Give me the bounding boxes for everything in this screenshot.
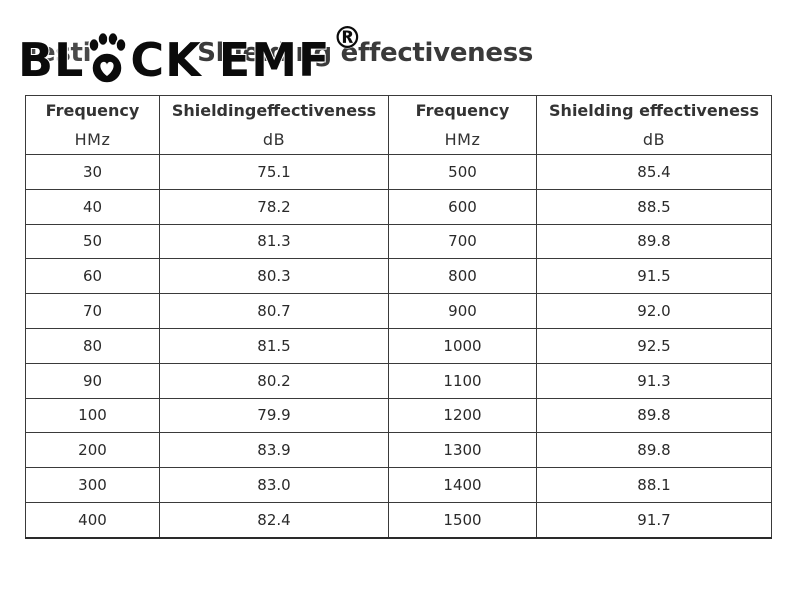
column-header-unit: HMz — [444, 130, 481, 149]
logo-text-left: BL — [17, 32, 85, 88]
table-row: 70 80.7 900 92.0 — [25, 293, 772, 329]
table-row: 300 83.0 1400 88.1 — [25, 467, 772, 503]
column-header-unit: dB — [262, 130, 286, 149]
shielding-cell: 89.8 — [536, 223, 772, 260]
shielding-cell: 85.4 — [536, 154, 772, 190]
table-row: 40 78.2 600 88.5 — [25, 188, 772, 225]
shielding-cell: 91.7 — [536, 501, 772, 539]
shielding-cell: 91.3 — [536, 362, 772, 399]
shielding-cell: 88.1 — [536, 467, 772, 503]
shielding-cell: 89.8 — [536, 432, 772, 469]
frequency-cell: 1000 — [388, 327, 537, 364]
frequency-cell: 60 — [25, 258, 160, 295]
table-row: 200 83.9 1300 89.8 — [25, 432, 772, 469]
frequency-cell: 40 — [25, 188, 160, 225]
frequency-cell: 80 — [25, 327, 160, 364]
table-row: 60 80.3 800 91.5 — [25, 258, 772, 295]
shielding-cell: 88.5 — [536, 188, 772, 225]
page-header: Testi Shielding effectiveness BL CK EMF® — [0, 0, 800, 95]
frequency-cell: 50 — [25, 223, 160, 260]
frequency-cell: 300 — [25, 467, 160, 503]
paw-icon — [88, 31, 128, 84]
frequency-cell: 1500 — [388, 501, 537, 539]
table-row: 400 82.4 1500 91.7 — [25, 501, 772, 539]
logo-text-right: CK EMF — [129, 32, 331, 88]
partial-title-right: Shielding effectiveness — [197, 38, 534, 68]
frequency-cell: 100 — [25, 397, 160, 434]
table-row: 90 80.2 1100 91.3 — [25, 362, 772, 399]
frequency-cell: 1400 — [388, 467, 537, 503]
shielding-cell: 80.7 — [159, 293, 389, 329]
column-header-name: Shielding effectiveness — [549, 101, 759, 120]
frequency-cell: 400 — [25, 501, 160, 539]
column-header-name: Frequency — [415, 101, 510, 120]
shielding-cell: 81.3 — [159, 223, 389, 260]
frequency-cell: 30 — [25, 154, 160, 190]
frequency-cell: 200 — [25, 432, 160, 469]
shielding-cell: 92.0 — [536, 293, 772, 329]
partial-title: Testi Shielding effectiveness — [24, 38, 533, 68]
frequency-cell: 500 — [388, 154, 537, 190]
column-header-name: Shieldingeffectiveness — [171, 101, 377, 120]
shielding-cell: 83.0 — [159, 467, 389, 503]
shielding-cell: 80.3 — [159, 258, 389, 295]
frequency-cell: 700 — [388, 223, 537, 260]
shielding-table: Frequency HMz Shieldingeffectiveness dB … — [25, 95, 772, 539]
shielding-cell: 82.4 — [159, 501, 389, 539]
column-header-unit: HMz — [74, 130, 111, 149]
frequency-cell: 70 — [25, 293, 160, 329]
shielding-cell: 89.8 — [536, 397, 772, 434]
frequency-cell: 1100 — [388, 362, 537, 399]
shielding-cell: 79.9 — [159, 397, 389, 434]
table-row: 30 75.1 500 85.4 — [25, 154, 772, 190]
frequency-cell: 900 — [388, 293, 537, 329]
frequency-cell: 800 — [388, 258, 537, 295]
table-header-row: Frequency HMz Shieldingeffectiveness dB … — [25, 95, 772, 155]
shielding-cell: 92.5 — [536, 327, 772, 364]
frequency-cell: 1200 — [388, 397, 537, 434]
brand-logo: BL CK EMF® — [17, 23, 363, 90]
frequency-cell: 600 — [388, 188, 537, 225]
column-header: Shieldingeffectiveness dB — [159, 95, 389, 155]
shielding-cell: 81.5 — [159, 327, 389, 364]
shielding-cell: 78.2 — [159, 188, 389, 225]
column-header: Shielding effectiveness dB — [536, 95, 772, 155]
shielding-cell: 80.2 — [159, 362, 389, 399]
table-row: 50 81.3 700 89.8 — [25, 223, 772, 260]
table-row: 100 79.9 1200 89.8 — [25, 397, 772, 434]
column-header: Frequency HMz — [388, 95, 537, 155]
column-header: Frequency HMz — [25, 95, 160, 155]
frequency-cell: 1300 — [388, 432, 537, 469]
column-header-name: Frequency — [45, 101, 140, 120]
shielding-cell: 91.5 — [536, 258, 772, 295]
frequency-cell: 90 — [25, 362, 160, 399]
shielding-cell: 83.9 — [159, 432, 389, 469]
shielding-cell: 75.1 — [159, 154, 389, 190]
column-header-unit: dB — [642, 130, 666, 149]
registered-mark: ® — [332, 21, 364, 56]
table-row: 80 81.5 1000 92.5 — [25, 327, 772, 364]
partial-title-left: Testi — [24, 38, 92, 68]
